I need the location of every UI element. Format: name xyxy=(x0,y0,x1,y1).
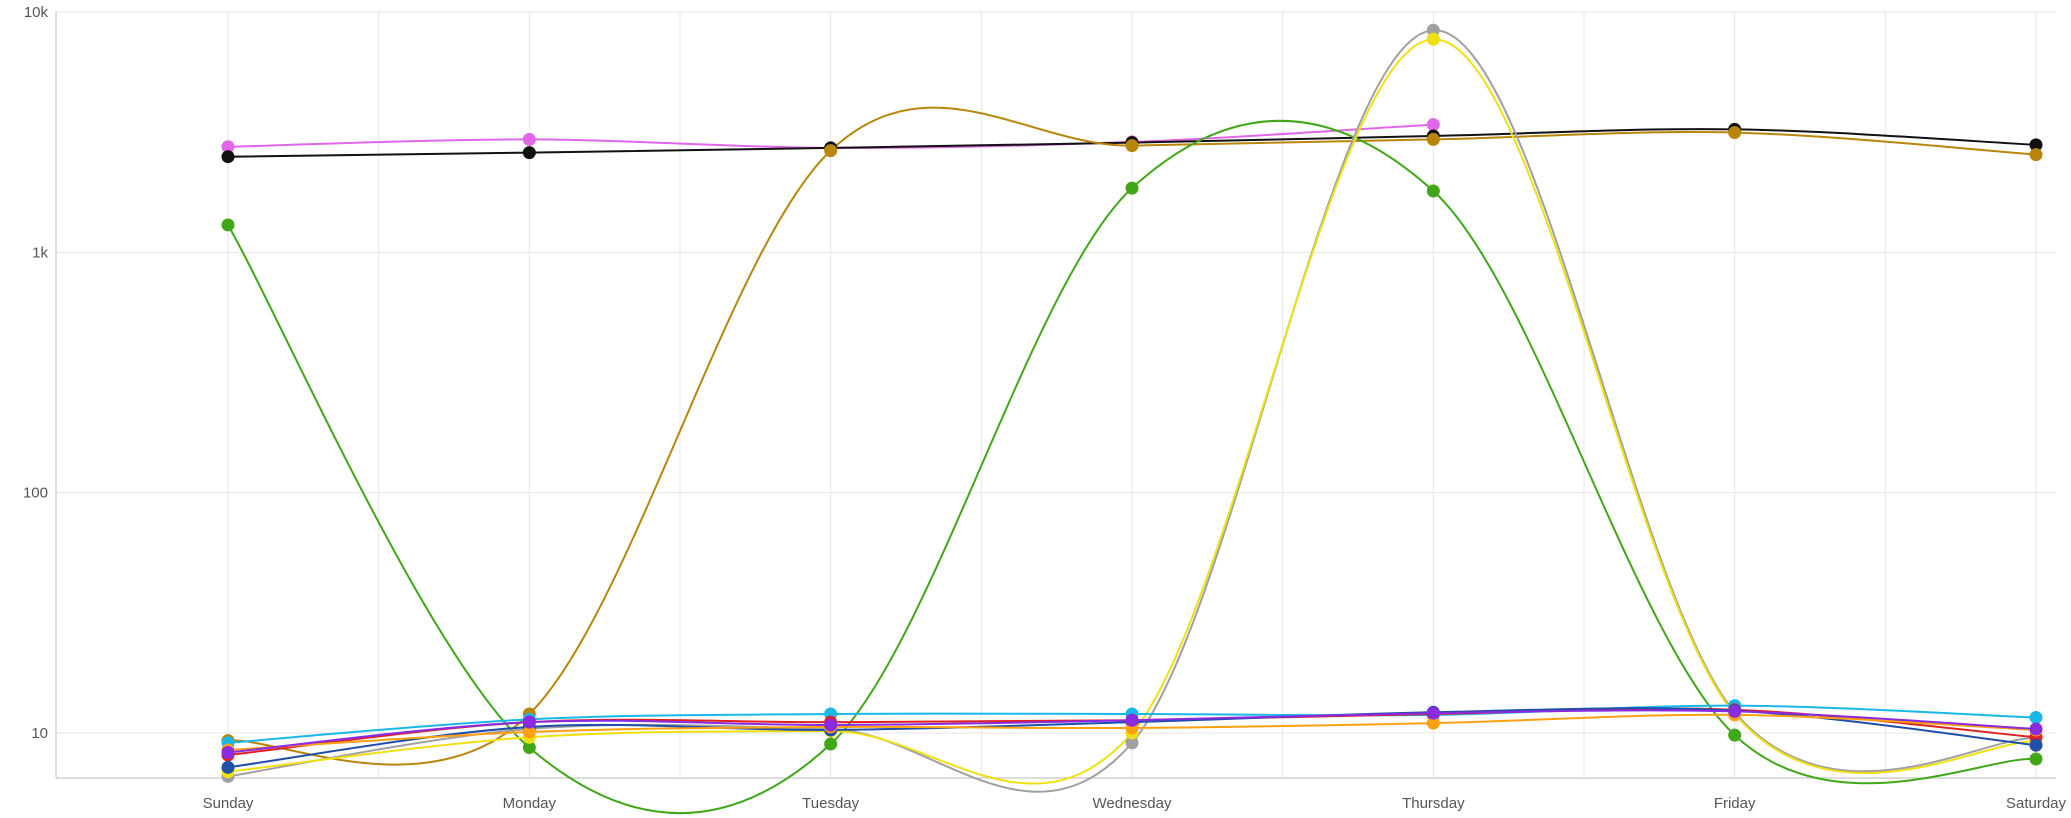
data-point[interactable] xyxy=(2029,722,2043,736)
data-point[interactable] xyxy=(1426,132,1440,146)
data-point[interactable] xyxy=(1426,23,1440,37)
data-point[interactable] xyxy=(1426,32,1440,46)
data-point[interactable] xyxy=(522,132,536,146)
data-point[interactable] xyxy=(1125,181,1139,195)
data-point[interactable] xyxy=(522,715,536,729)
x-tick-label: Monday xyxy=(503,795,557,812)
data-point[interactable] xyxy=(1728,126,1742,140)
data-point[interactable] xyxy=(824,718,838,732)
points-layer xyxy=(221,23,2043,783)
x-tick-label: Tuesday xyxy=(802,795,859,812)
data-point[interactable] xyxy=(2029,148,2043,162)
data-point[interactable] xyxy=(1125,736,1139,750)
data-point[interactable] xyxy=(1728,728,1742,742)
y-tick-label: 10 xyxy=(31,725,48,742)
data-point[interactable] xyxy=(1426,706,1440,720)
axis-layer xyxy=(55,12,2056,779)
data-point[interactable] xyxy=(2029,138,2043,152)
x-tick-label: Wednesday xyxy=(1093,795,1172,812)
data-point[interactable] xyxy=(221,140,235,154)
data-point[interactable] xyxy=(221,218,235,232)
data-point[interactable] xyxy=(1125,713,1139,727)
data-point[interactable] xyxy=(1426,118,1440,132)
x-tick-label: Thursday xyxy=(1402,795,1465,812)
data-point[interactable] xyxy=(522,741,536,755)
data-point[interactable] xyxy=(1426,716,1440,730)
data-point[interactable] xyxy=(221,760,235,774)
data-point[interactable] xyxy=(824,144,838,158)
y-tick-label: 10k xyxy=(24,4,49,21)
series-line-5 xyxy=(227,38,2037,785)
data-point[interactable] xyxy=(221,150,235,164)
x-tick-label: Sunday xyxy=(203,795,254,812)
data-point[interactable] xyxy=(1728,704,1742,718)
data-point[interactable] xyxy=(824,737,838,751)
data-point[interactable] xyxy=(1125,139,1139,153)
data-point[interactable] xyxy=(1426,184,1440,198)
grid-layer xyxy=(56,11,2056,778)
data-point[interactable] xyxy=(2029,752,2043,766)
y-tick-label: 1k xyxy=(32,244,48,261)
labels-layer: 10 100 1k 10k Sunday Monday Tuesday Wednesday Th… xyxy=(23,4,2067,812)
data-point[interactable] xyxy=(2029,711,2043,725)
x-tick-label: Friday xyxy=(1714,795,1756,812)
data-point[interactable] xyxy=(221,745,235,759)
data-point[interactable] xyxy=(522,725,536,739)
x-tick-label: Saturday xyxy=(2006,795,2067,812)
data-point[interactable] xyxy=(2029,738,2043,752)
y-tick-label: 100 xyxy=(23,485,48,502)
data-point[interactable] xyxy=(522,146,536,160)
